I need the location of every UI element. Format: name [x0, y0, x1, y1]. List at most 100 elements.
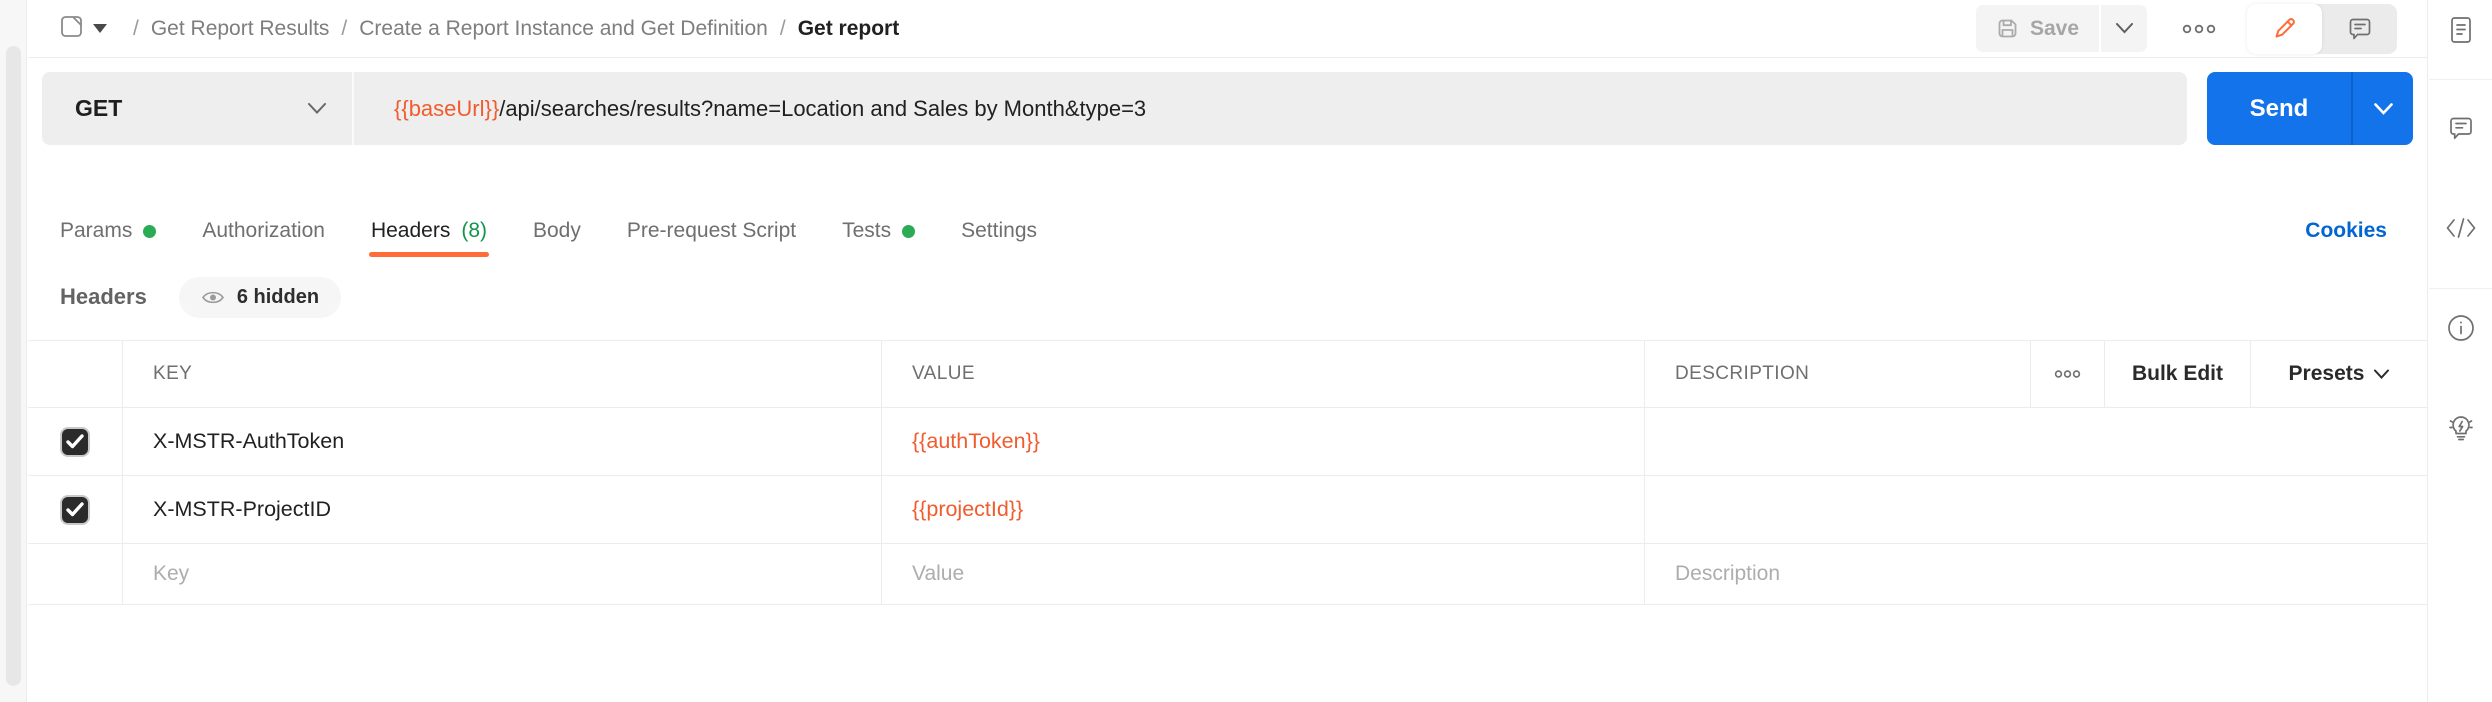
documentation-icon[interactable] [2445, 14, 2477, 46]
new-key-input[interactable]: Key [122, 544, 881, 604]
save-button-label: Save [2029, 16, 2079, 40]
save-button[interactable]: Save [1976, 5, 2099, 52]
eye-icon [201, 291, 224, 303]
context-sidebar [2427, 0, 2492, 702]
more-actions-button[interactable] [2177, 7, 2221, 51]
tab-label: Body [533, 219, 581, 242]
row-checkbox-cell [28, 476, 122, 543]
method-selector[interactable]: GET [42, 72, 352, 145]
method-label: GET [75, 95, 123, 121]
row-checkbox-cell [28, 408, 122, 475]
sidebar-divider [2429, 288, 2492, 289]
column-header-description: DESCRIPTION [1644, 341, 2030, 407]
value-cell[interactable]: {{authToken}} [881, 408, 1644, 475]
divider [2099, 5, 2101, 52]
edit-comment-toggle [2247, 3, 2397, 54]
chevron-down-icon [308, 103, 326, 114]
divider [352, 72, 354, 145]
table-more-options-button[interactable] [2030, 341, 2104, 407]
headers-table: KEY VALUE DESCRIPTION Bulk Edit Presets [28, 340, 2427, 605]
presets-dropdown[interactable]: Presets [2250, 341, 2427, 407]
scrollbar-thumb[interactable] [6, 46, 21, 686]
request-topbar: / Get Report Results / Create a Report I… [28, 0, 2427, 58]
chevron-down-icon [2373, 102, 2393, 115]
breadcrumb-separator: / [779, 16, 786, 40]
tab-headers[interactable]: Headers (8) [368, 203, 489, 259]
hidden-headers-badge[interactable]: 6 hidden [178, 276, 342, 318]
breadcrumb-separator: / [341, 16, 348, 40]
green-dot-indicator [902, 224, 916, 238]
breadcrumb-item-folder[interactable]: Create a Report Instance and Get Definit… [359, 16, 768, 40]
chevron-down-icon[interactable] [93, 24, 107, 33]
tab-authorization[interactable]: Authorization [202, 203, 325, 259]
request-tabs: Params Authorization Headers (8) Body Pr… [28, 203, 2427, 259]
three-dots-icon [2182, 24, 2216, 33]
tab-params[interactable]: Params [60, 203, 157, 259]
send-options-chevron[interactable] [2353, 72, 2413, 145]
tab-body[interactable]: Body [533, 203, 581, 259]
three-dots-icon [2054, 370, 2081, 378]
tab-label: Tests [842, 219, 892, 242]
new-header-row: Key Value Description [28, 544, 2427, 605]
topbar-actions: Save [1975, 3, 2397, 54]
url-path: /api/searches/results?name=Location and … [499, 95, 1147, 121]
table-header-row: KEY VALUE DESCRIPTION Bulk Edit Presets [28, 340, 2427, 408]
code-icon[interactable] [2445, 212, 2477, 244]
value-cell[interactable]: {{projectId}} [881, 476, 1644, 543]
sidebar-divider [2429, 79, 2492, 80]
checkmark-icon [66, 434, 84, 449]
tab-label: Pre-request Script [626, 219, 797, 242]
url-variable: {{baseUrl}} [394, 95, 500, 121]
tab-pre-request-script[interactable]: Pre-request Script [627, 203, 796, 259]
pencil-icon [2275, 18, 2295, 38]
header-checkbox-cell [28, 341, 122, 407]
new-description-input[interactable]: Description [1644, 544, 2427, 604]
comment-icon[interactable] [2445, 112, 2477, 144]
description-cell[interactable] [1644, 408, 2427, 475]
file-icon [58, 13, 85, 45]
save-button-group: Save [1975, 5, 2147, 52]
key-cell[interactable]: X-MSTR-AuthToken [122, 408, 881, 475]
breadcrumb-item-collection[interactable]: Get Report Results [150, 16, 330, 40]
floppy-icon [1998, 19, 2017, 38]
tab-headers-count: (8) [461, 219, 487, 242]
info-icon[interactable] [2445, 312, 2477, 344]
tab-label: Settings [961, 219, 1038, 242]
divider [2351, 72, 2353, 145]
tab-settings[interactable]: Settings [961, 203, 1037, 259]
description-cell[interactable] [1644, 476, 2427, 543]
tab-tests[interactable]: Tests [842, 203, 916, 259]
url-input[interactable]: {{baseUrl}}/api/searches/results?name=Lo… [354, 72, 2187, 145]
bulk-edit-button[interactable]: Bulk Edit [2104, 341, 2250, 407]
tab-label: Headers [370, 219, 451, 242]
cookies-link[interactable]: Cookies [2305, 219, 2387, 242]
comment-icon [2349, 18, 2370, 39]
key-cell[interactable]: X-MSTR-ProjectID [122, 476, 881, 543]
active-tab-underline [368, 252, 489, 257]
save-options-chevron[interactable] [2101, 5, 2147, 52]
new-value-input[interactable]: Value [881, 544, 1644, 604]
request-url-row: GET {{baseUrl}}/api/searches/results?nam… [42, 72, 2413, 145]
left-scroll-strip [0, 0, 27, 702]
header-row-authtoken: X-MSTR-AuthToken {{authToken}} [28, 408, 2427, 476]
headers-section-header: Headers 6 hidden [28, 272, 2427, 322]
comments-button[interactable] [2322, 4, 2397, 54]
chevron-down-icon [2374, 369, 2390, 379]
column-header-value: VALUE [881, 341, 1644, 407]
main-panel: / Get Report Results / Create a Report I… [28, 0, 2427, 702]
row-checkbox-checked[interactable] [60, 426, 90, 457]
header-row-projectid: X-MSTR-ProjectID {{projectId}} [28, 476, 2427, 544]
hidden-headers-count: 6 hidden [236, 285, 320, 308]
row-checkbox-checked[interactable] [60, 494, 90, 525]
green-dot-indicator [143, 224, 157, 238]
breadcrumb-separator: / [133, 16, 139, 40]
url-field-container: GET {{baseUrl}}/api/searches/results?nam… [42, 72, 2187, 145]
send-button[interactable]: Send [2207, 72, 2413, 145]
edit-mode-button[interactable] [2247, 3, 2322, 54]
column-header-key: KEY [122, 341, 881, 407]
chevron-down-icon [2115, 23, 2133, 34]
tab-label: Authorization [202, 219, 325, 242]
headers-section-title: Headers [60, 284, 147, 309]
lightbulb-bolt-icon[interactable] [2445, 412, 2477, 444]
